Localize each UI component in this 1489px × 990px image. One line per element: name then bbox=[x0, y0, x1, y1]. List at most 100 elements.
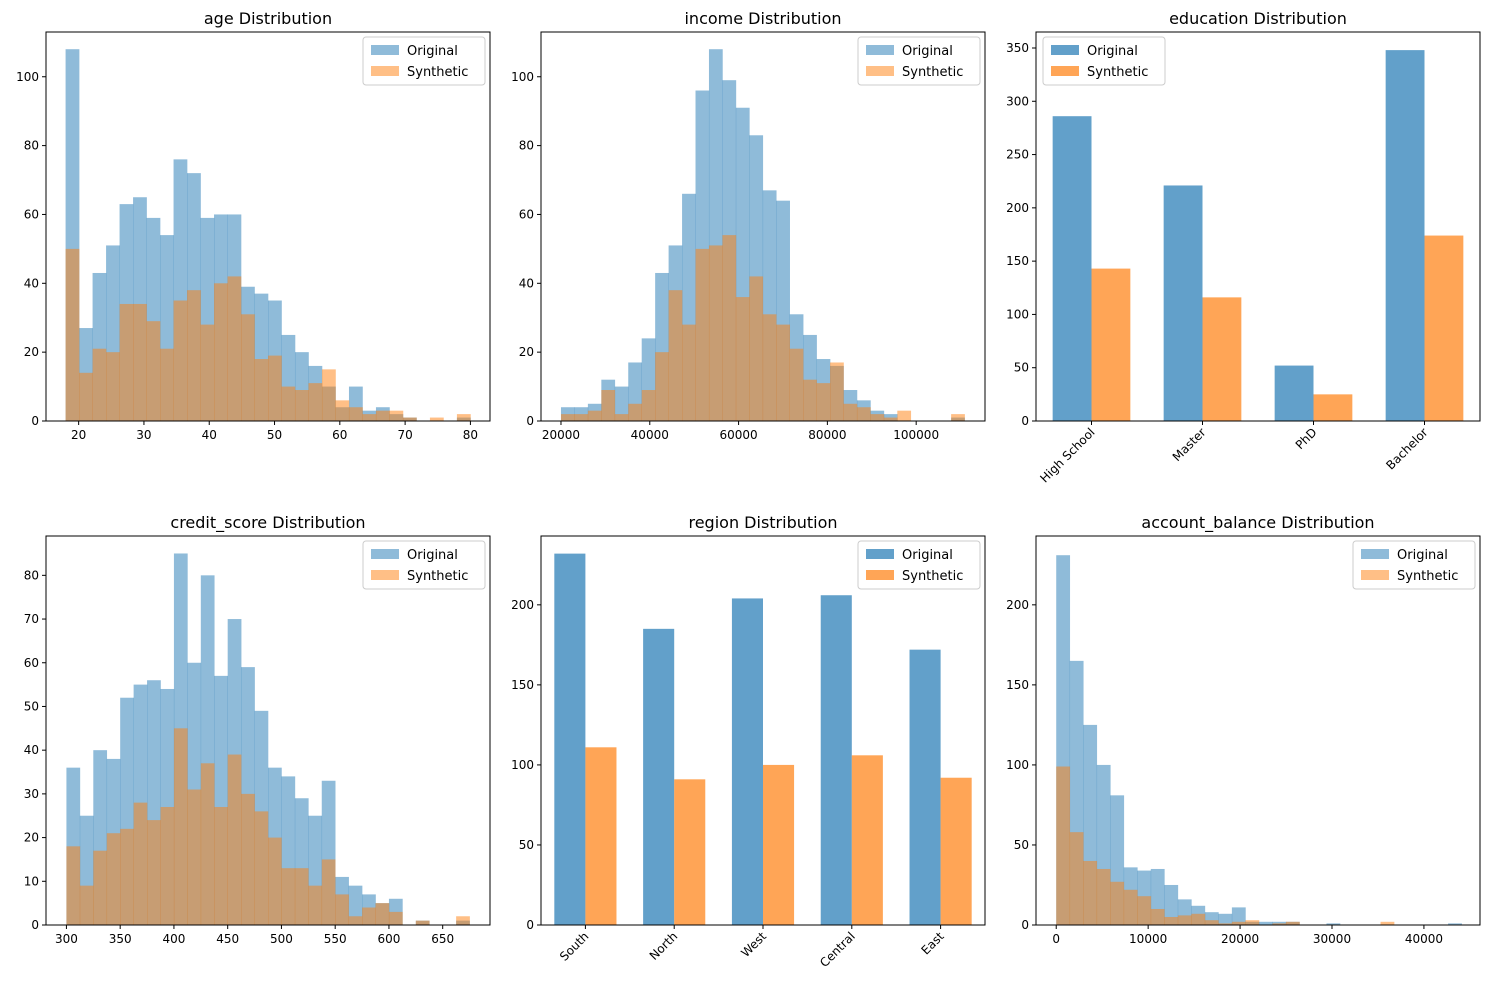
histogram-bar-synthetic bbox=[614, 414, 629, 421]
histogram-bar-synthetic bbox=[601, 390, 616, 421]
y-tick-label: 80 bbox=[519, 139, 534, 153]
histogram-bar-synthetic bbox=[749, 276, 764, 421]
bar-synthetic bbox=[1313, 394, 1353, 421]
legend-label-original: Original bbox=[407, 548, 458, 563]
bar-synthetic bbox=[674, 779, 706, 925]
histogram-bar-synthetic bbox=[1069, 832, 1084, 925]
histogram-bar-synthetic bbox=[79, 372, 93, 421]
histogram-bar-synthetic bbox=[106, 833, 121, 925]
bar-original bbox=[1163, 185, 1203, 421]
legend: Original Synthetic bbox=[857, 36, 981, 86]
histogram-bar-synthetic bbox=[254, 811, 269, 925]
histogram-bar-synthetic bbox=[1285, 921, 1300, 925]
bar-original bbox=[820, 595, 852, 925]
histogram-bar-original bbox=[1448, 923, 1462, 925]
histogram-bar-synthetic bbox=[1272, 923, 1287, 925]
legend-swatch-synthetic bbox=[1361, 570, 1389, 580]
x-tick-label: 400 bbox=[162, 932, 185, 946]
y-tick-label: 100 bbox=[1006, 307, 1029, 321]
x-tick-label: 40000 bbox=[631, 428, 669, 442]
x-tick-label: 500 bbox=[270, 932, 293, 946]
histogram-bar-synthetic bbox=[803, 379, 817, 421]
x-tick-label: 70 bbox=[397, 428, 412, 442]
chart-panel-4: region Distribution South North West Central… bbox=[511, 513, 986, 970]
legend-label-synthetic: Synthetic bbox=[902, 569, 963, 584]
histogram-bar-synthetic bbox=[1204, 920, 1219, 925]
bar-synthetic bbox=[1424, 235, 1464, 421]
bar-synthetic bbox=[763, 764, 795, 925]
histogram-bar-synthetic bbox=[173, 300, 188, 421]
histogram-bar-synthetic bbox=[321, 369, 336, 421]
histogram-bar-synthetic bbox=[816, 383, 831, 421]
legend-label-synthetic: Synthetic bbox=[902, 65, 963, 80]
histogram-bar-synthetic bbox=[560, 414, 575, 421]
histogram-bar-original bbox=[1164, 884, 1179, 925]
y-tick-label: 60 bbox=[24, 207, 39, 221]
histogram-bar-original bbox=[614, 386, 629, 421]
histogram-bar-synthetic bbox=[241, 793, 255, 925]
y-tick-label: 100 bbox=[511, 758, 534, 772]
y-tick-label: 200 bbox=[1006, 598, 1029, 612]
histogram-bar-synthetic bbox=[883, 417, 898, 421]
y-tick-label: 250 bbox=[1006, 148, 1029, 162]
legend-swatch-synthetic bbox=[866, 66, 894, 76]
bar-original bbox=[1385, 50, 1425, 422]
histogram-bar-synthetic bbox=[1191, 913, 1206, 925]
x-tick-label: 80000 bbox=[808, 428, 846, 442]
x-tick-label: East bbox=[919, 929, 947, 957]
histogram-bar-synthetic bbox=[897, 410, 912, 421]
histogram-bar-synthetic bbox=[641, 390, 656, 421]
legend: Original Synthetic bbox=[1352, 540, 1476, 590]
histogram-bar-synthetic bbox=[200, 763, 215, 925]
x-tick-label: High School bbox=[1037, 425, 1097, 485]
histogram-bar-synthetic bbox=[294, 390, 309, 421]
legend-swatch-original bbox=[371, 549, 399, 559]
chart-title: credit_score Distribution bbox=[170, 513, 365, 533]
y-tick-label: 40 bbox=[519, 276, 534, 290]
bar-original bbox=[1052, 116, 1092, 421]
histogram-bar-synthetic bbox=[1218, 923, 1233, 925]
histogram-bar-synthetic bbox=[574, 414, 589, 421]
histogram-bar-synthetic bbox=[187, 789, 202, 925]
histogram-bar-synthetic bbox=[227, 754, 242, 925]
legend: Original Synthetic bbox=[362, 540, 486, 590]
chart-title: education Distribution bbox=[1169, 9, 1347, 28]
histogram-bar-synthetic bbox=[281, 386, 296, 421]
y-tick-label: 30 bbox=[24, 787, 39, 801]
y-tick-label: 0 bbox=[526, 918, 534, 932]
x-tick-label: Master bbox=[1170, 425, 1209, 464]
histogram-bar-synthetic bbox=[415, 920, 430, 925]
y-tick-label: 40 bbox=[24, 276, 39, 290]
histogram-bar-synthetic bbox=[254, 359, 269, 421]
x-tick-label: 350 bbox=[109, 932, 132, 946]
legend-swatch-original bbox=[866, 549, 894, 559]
bar-synthetic bbox=[1091, 268, 1131, 421]
x-tick-label: 100000 bbox=[893, 428, 939, 442]
legend-swatch-original bbox=[866, 45, 894, 55]
x-tick-label: 40 bbox=[202, 428, 217, 442]
histogram-bar-synthetic bbox=[348, 407, 363, 421]
histogram-bar-synthetic bbox=[348, 916, 363, 925]
y-tick-label: 100 bbox=[1006, 758, 1029, 772]
histogram-bar-synthetic bbox=[362, 907, 376, 925]
histogram-bar-synthetic bbox=[308, 383, 323, 421]
histogram-bar-synthetic bbox=[1150, 908, 1165, 925]
histogram-bar-synthetic bbox=[375, 903, 390, 925]
legend-swatch-original bbox=[1051, 45, 1079, 55]
histogram-bar-synthetic bbox=[1380, 921, 1395, 925]
histogram-bar-synthetic bbox=[1164, 916, 1179, 925]
histogram-bar-synthetic bbox=[587, 410, 602, 421]
y-tick-label: 0 bbox=[1021, 414, 1029, 428]
axes-frame bbox=[540, 31, 986, 422]
x-tick-label: South bbox=[557, 929, 592, 964]
y-tick-label: 70 bbox=[24, 612, 39, 626]
histogram-bar-synthetic bbox=[668, 290, 683, 421]
chart-panel-5: account_balance Distribution 0 10000 20000 3… bbox=[1006, 513, 1481, 946]
histogram-bar-synthetic bbox=[708, 245, 723, 421]
x-tick-label: 40000 bbox=[1405, 932, 1443, 946]
bar-original bbox=[731, 598, 763, 925]
y-tick-label: 200 bbox=[1006, 201, 1029, 215]
histogram-bar-synthetic bbox=[429, 417, 444, 421]
bar-synthetic bbox=[940, 777, 972, 925]
